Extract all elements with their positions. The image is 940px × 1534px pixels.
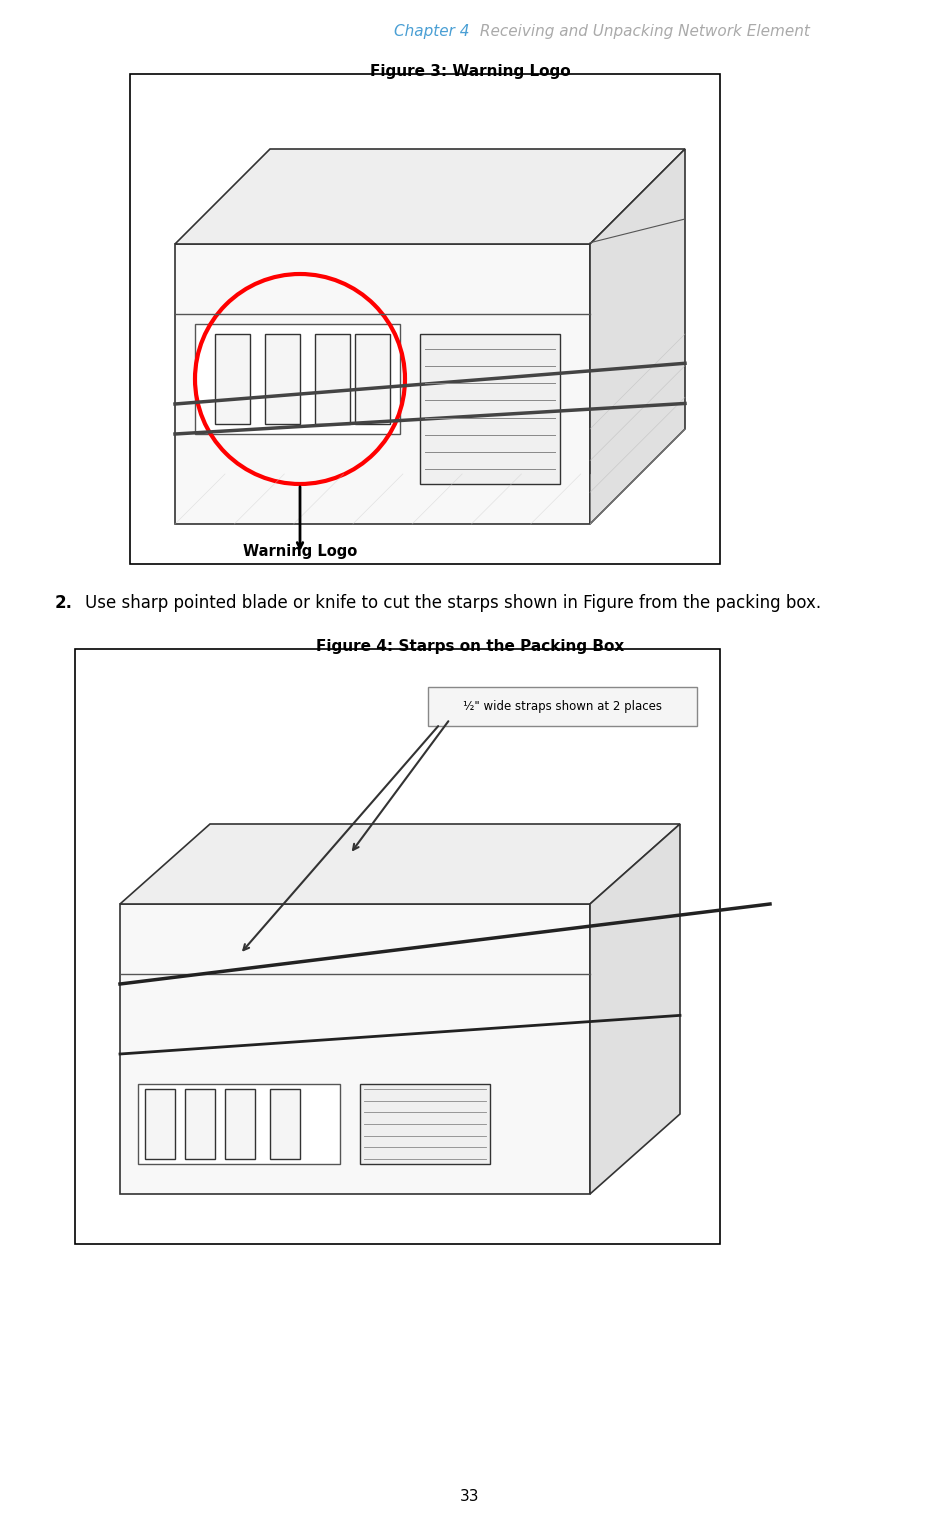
FancyBboxPatch shape	[75, 649, 720, 1244]
FancyBboxPatch shape	[130, 74, 720, 565]
Text: Figure 3: Warning Logo: Figure 3: Warning Logo	[369, 64, 571, 78]
Text: 33: 33	[461, 1490, 479, 1503]
Polygon shape	[185, 1089, 215, 1160]
Polygon shape	[145, 1089, 175, 1160]
Polygon shape	[355, 334, 390, 423]
Polygon shape	[175, 149, 685, 244]
Polygon shape	[265, 334, 300, 423]
Polygon shape	[225, 1089, 255, 1160]
Text: ½" wide straps shown at 2 places: ½" wide straps shown at 2 places	[463, 700, 662, 713]
Text: 2.: 2.	[55, 594, 73, 612]
Polygon shape	[195, 324, 400, 434]
Text: Receiving and Unpacking Network Element: Receiving and Unpacking Network Element	[475, 25, 810, 38]
Polygon shape	[120, 824, 680, 904]
Polygon shape	[175, 244, 590, 525]
Polygon shape	[360, 1085, 490, 1164]
Text: Use sharp pointed blade or knife to cut the starps shown in Figure from the pack: Use sharp pointed blade or knife to cut …	[85, 594, 822, 612]
Polygon shape	[120, 904, 590, 1193]
Text: Figure 4: Starps on the Packing Box: Figure 4: Starps on the Packing Box	[316, 640, 624, 653]
Polygon shape	[420, 334, 560, 485]
Polygon shape	[215, 334, 250, 423]
Polygon shape	[138, 1085, 340, 1164]
FancyBboxPatch shape	[428, 687, 697, 726]
Text: Chapter 4: Chapter 4	[395, 25, 470, 38]
Polygon shape	[270, 1089, 300, 1160]
Polygon shape	[590, 824, 680, 1193]
Polygon shape	[590, 149, 685, 525]
Text: Warning Logo: Warning Logo	[243, 545, 357, 558]
Polygon shape	[315, 334, 350, 423]
